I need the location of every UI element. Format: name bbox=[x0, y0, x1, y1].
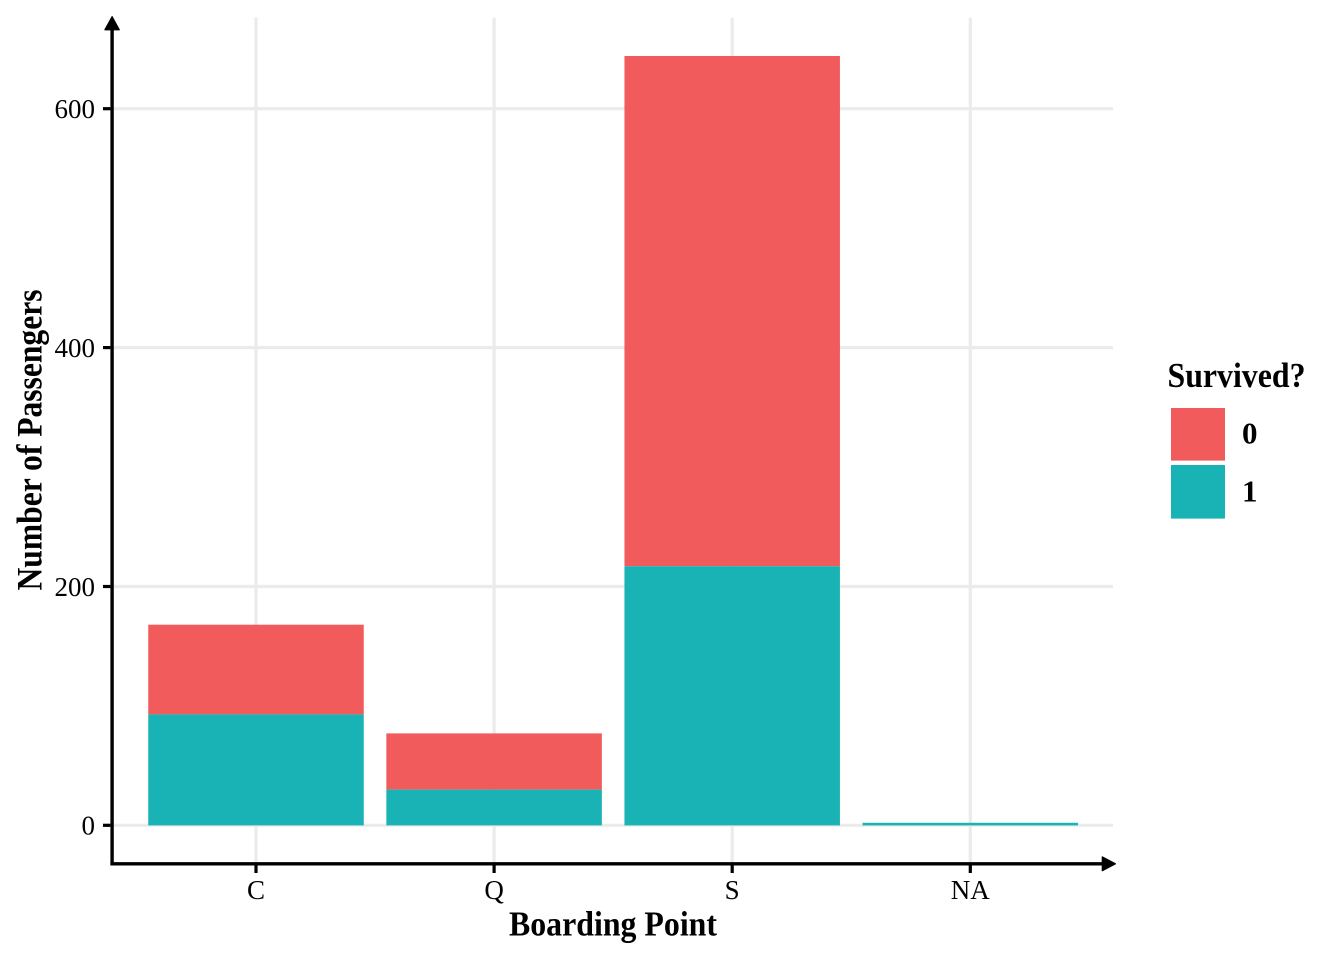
svg-text:Q: Q bbox=[484, 875, 504, 905]
svg-text:Number of Passengers: Number of Passengers bbox=[10, 290, 50, 591]
svg-text:200: 200 bbox=[55, 572, 96, 602]
svg-text:600: 600 bbox=[55, 94, 96, 124]
svg-text:0: 0 bbox=[1242, 416, 1258, 451]
svg-text:Survived?: Survived? bbox=[1168, 356, 1306, 395]
svg-text:1: 1 bbox=[1242, 474, 1258, 509]
svg-text:S: S bbox=[725, 875, 740, 905]
svg-text:C: C bbox=[247, 875, 265, 905]
svg-text:400: 400 bbox=[55, 333, 96, 363]
svg-text:0: 0 bbox=[82, 811, 96, 841]
svg-text:NA: NA bbox=[951, 875, 990, 905]
svg-text:Boarding Point: Boarding Point bbox=[509, 904, 717, 943]
